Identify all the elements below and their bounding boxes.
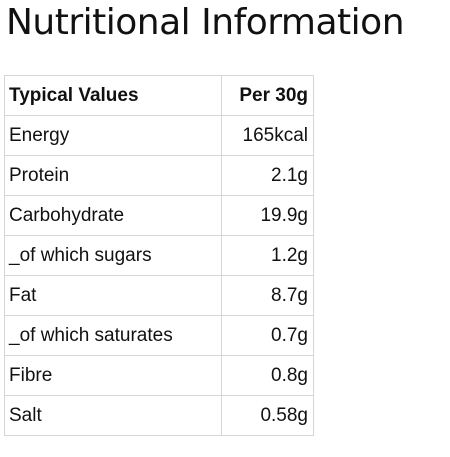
title: Nutritional Information xyxy=(6,2,405,43)
table-row: Fat 8.7g xyxy=(4,275,314,316)
value-cell: 2.1g xyxy=(221,155,314,196)
value-cell: 1.2g xyxy=(221,235,314,276)
header-row: Typical Values Per 30g xyxy=(4,75,314,116)
value-cell: 0.8g xyxy=(221,355,314,396)
value-cell: 8.7g xyxy=(221,275,314,316)
label-cell: Carbohydrate xyxy=(4,195,222,236)
value-cell: 165kcal xyxy=(221,115,314,156)
label-cell: _of which sugars xyxy=(4,235,222,276)
value-cell: 0.7g xyxy=(221,315,314,356)
table-row: Protein 2.1g xyxy=(4,155,314,196)
label-cell: Fat xyxy=(4,275,222,316)
label-cell: _of which saturates xyxy=(4,315,222,356)
value-cell: 19.9g xyxy=(221,195,314,236)
table-row: _of which saturates 0.7g xyxy=(4,315,314,356)
value-cell: 0.58g xyxy=(221,395,314,436)
nutrition-table: Typical Values Per 30g Energy 165kcal Prote… xyxy=(4,75,314,436)
label-cell: Energy xyxy=(4,115,222,156)
label-cell: Salt xyxy=(4,395,222,436)
table-row: Carbohydrate 19.9g xyxy=(4,195,314,236)
table-body: Energy 165kcal Protein 2.1g Carbohydrate 19.9… xyxy=(4,115,314,436)
column-header: Typical Values xyxy=(4,75,222,116)
label-cell: Fibre xyxy=(4,355,222,396)
label-cell: Protein xyxy=(4,155,222,196)
table-row: Energy 165kcal xyxy=(4,115,314,156)
table-row: Salt 0.58g xyxy=(4,395,314,436)
table-row: _of which sugars 1.2g xyxy=(4,235,314,276)
table-row: Fibre 0.8g xyxy=(4,355,314,396)
column-header: Per 30g xyxy=(221,75,314,116)
